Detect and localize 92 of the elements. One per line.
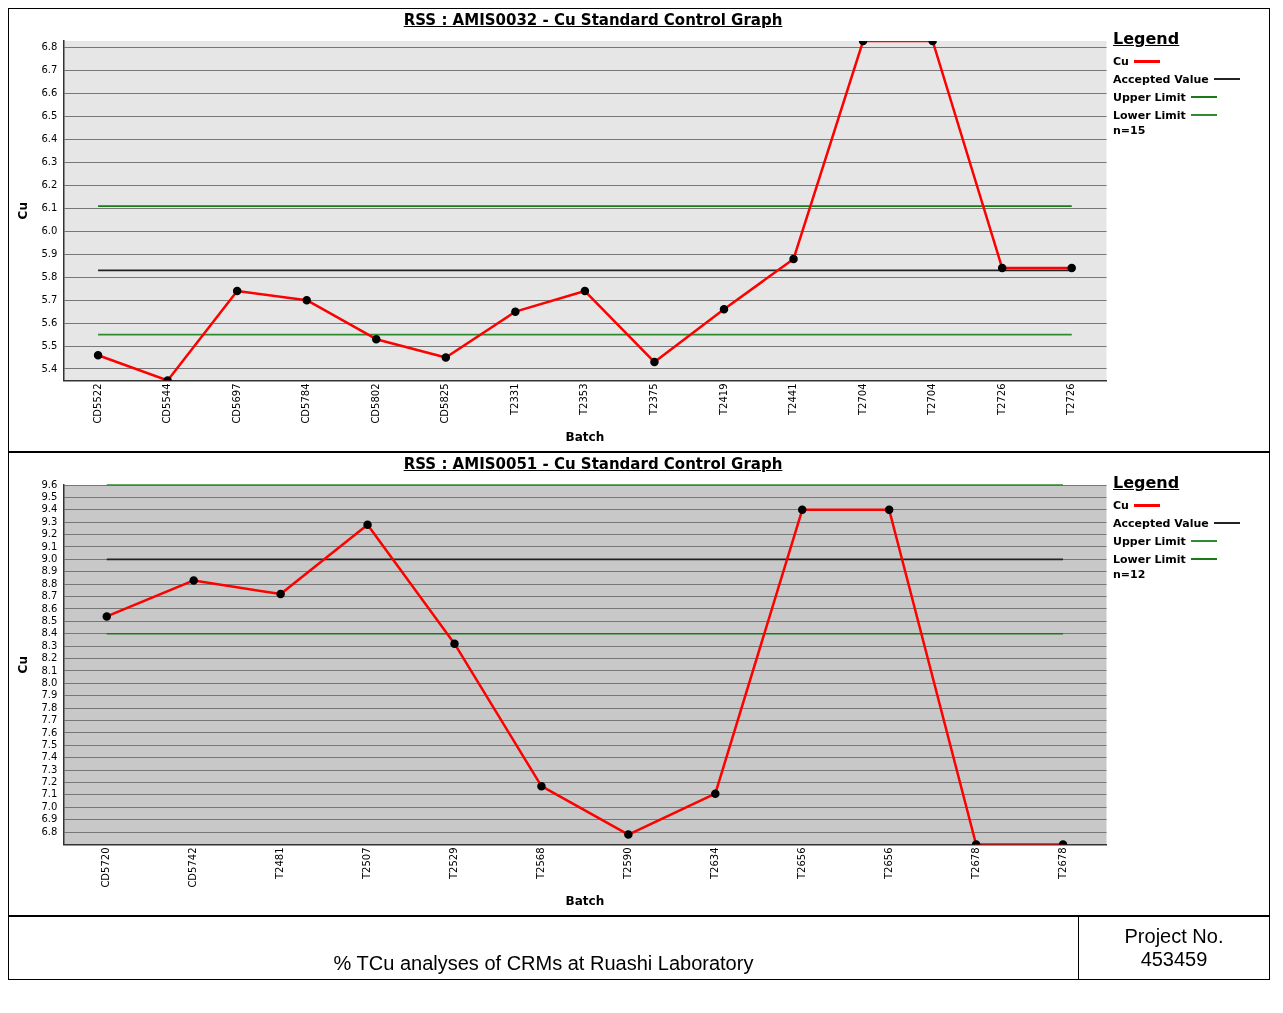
legend-label: Lower Limit — [1113, 108, 1186, 122]
x-tick-label: T2704 — [926, 383, 938, 417]
y-tick-label: 7.4 — [41, 751, 58, 763]
legend-label: Upper Limit — [1113, 90, 1186, 104]
legend-label: Upper Limit — [1113, 534, 1186, 548]
x-tick-label: T2375 — [648, 383, 660, 417]
y-tick-label: 5.4 — [41, 362, 58, 374]
x-tick-label: T2353 — [578, 383, 590, 417]
x-tick-label: CD5802 — [369, 383, 381, 424]
x-tick-label: T2529 — [448, 847, 460, 881]
text: n=12 — [1113, 568, 1147, 583]
x-tick-label: T2634 — [708, 847, 720, 881]
y-tick-label: 9.0 — [41, 552, 58, 564]
y-tick-label: 7.0 — [41, 800, 58, 812]
x-tick-label: CD5825 — [439, 383, 451, 424]
legend-label: Cu — [1113, 54, 1129, 68]
y-tick-label: 9.6 — [41, 478, 58, 490]
y-tick-label: 5.8 — [41, 270, 58, 282]
y-tick-label: 5.6 — [41, 316, 58, 328]
x-tick-label: CD5544 — [161, 383, 173, 424]
y-tick-label: 6.3 — [41, 156, 58, 168]
x-tick-label: T2704 — [856, 383, 868, 417]
chart-title: RSS : AMIS0051 - Cu Standard Control Graph — [402, 455, 784, 473]
y-tick-label: 8.5 — [41, 614, 58, 626]
x-tick-label: CD5784 — [300, 383, 312, 424]
x-tick-label: T2590 — [621, 847, 633, 881]
y-tick-label: 7.2 — [41, 776, 58, 788]
y-tick-label: 6.6 — [41, 87, 58, 99]
legend-title: Legend — [1113, 29, 1181, 48]
y-tick-label: 9.2 — [41, 528, 58, 540]
chart-title: RSS : AMIS0032 - Cu Standard Control Graph — [402, 11, 784, 29]
x-tick-label: CD5742 — [187, 847, 199, 888]
y-tick-label: 7.8 — [41, 701, 58, 713]
text: 453459 — [1139, 948, 1209, 971]
y-tick-label: 9.4 — [41, 503, 58, 515]
x-tick-label: T2507 — [361, 847, 373, 881]
y-tick-label: 7.6 — [41, 726, 58, 738]
y-tick-label: 6.2 — [41, 179, 58, 191]
y-tick-label: 8.9 — [41, 565, 58, 577]
text: n=15 — [1113, 124, 1147, 139]
y-tick-label: 7.3 — [41, 763, 58, 775]
y-tick-label: 8.3 — [41, 639, 58, 651]
x-tick-label: T2568 — [535, 847, 547, 881]
x-tick-label: CD5697 — [230, 383, 242, 424]
x-tick-label: T2441 — [787, 383, 799, 417]
y-tick-label: 5.9 — [41, 247, 58, 259]
y-axis-title: Cu — [16, 202, 31, 220]
x-tick-label: T2726 — [995, 383, 1007, 417]
legend-label: Accepted Value — [1113, 72, 1209, 86]
x-tick-label: T2331 — [508, 383, 520, 417]
y-tick-label: 6.5 — [41, 110, 58, 122]
x-tick-label: T2678 — [1056, 847, 1068, 881]
x-tick-label: CD5522 — [91, 383, 103, 424]
x-axis-title: Batch — [565, 429, 605, 444]
y-tick-label: 8.2 — [41, 652, 58, 664]
x-tick-label: T2656 — [795, 847, 807, 881]
x-axis-title: Batch — [565, 893, 605, 908]
y-tick-label: 9.3 — [41, 515, 58, 527]
text: Project No. — [1123, 925, 1225, 948]
y-tick-label: 8.8 — [41, 577, 58, 589]
y-tick-label: 7.5 — [41, 738, 58, 750]
y-tick-label: 6.0 — [41, 224, 58, 236]
y-tick-label: 9.5 — [41, 490, 58, 502]
legend-label: Accepted Value — [1113, 516, 1209, 530]
y-tick-label: 8.6 — [41, 602, 58, 614]
y-axis-title: Cu — [16, 656, 31, 674]
y-tick-label: 8.1 — [41, 664, 58, 676]
x-tick-label: T2678 — [969, 847, 981, 881]
x-tick-label: T2419 — [717, 383, 729, 417]
y-tick-label: 6.4 — [41, 133, 58, 145]
y-tick-label: 6.8 — [41, 41, 58, 53]
y-tick-label: 8.7 — [41, 590, 58, 602]
y-tick-label: 6.7 — [41, 64, 58, 76]
y-tick-label: 8.0 — [41, 676, 58, 688]
text: % TCu analyses of CRMs at Ruashi Laboratory — [333, 952, 754, 975]
y-tick-label: 7.9 — [41, 689, 58, 701]
y-tick-label: 6.9 — [41, 813, 58, 825]
legend-label: Lower Limit — [1113, 552, 1186, 566]
legend-label: Cu — [1113, 498, 1129, 512]
x-tick-label: T2726 — [1065, 383, 1077, 417]
x-tick-label: T2481 — [274, 847, 286, 881]
y-tick-label: 9.1 — [41, 540, 58, 552]
y-tick-label: 8.4 — [41, 627, 58, 639]
y-tick-label: 7.7 — [41, 714, 58, 726]
x-tick-label: T2656 — [882, 847, 894, 881]
y-tick-label: 6.1 — [41, 202, 58, 214]
y-tick-label: 5.7 — [41, 293, 58, 305]
legend-title: Legend — [1113, 473, 1181, 492]
y-tick-label: 7.1 — [41, 788, 58, 800]
y-tick-label: 6.8 — [41, 825, 58, 837]
x-tick-label: CD5720 — [100, 847, 112, 888]
y-tick-label: 5.5 — [41, 339, 58, 351]
